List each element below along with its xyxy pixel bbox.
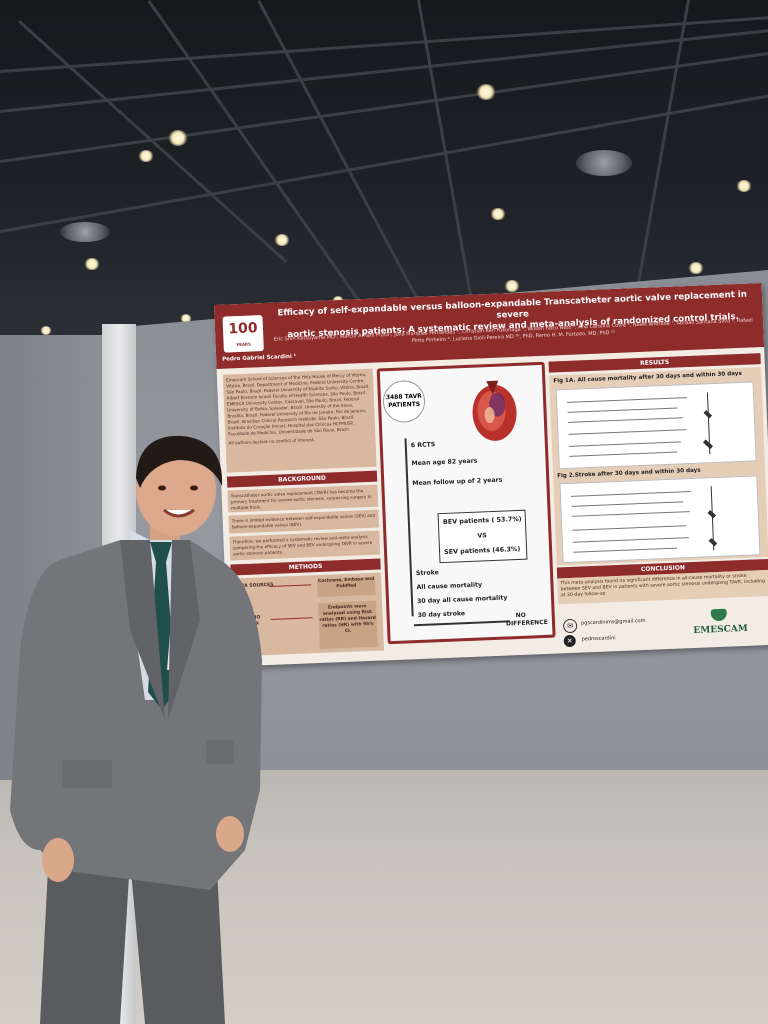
forest-row (571, 501, 684, 507)
fig2-forest-plot (559, 475, 761, 564)
sev-text: SEV patients (46.3%) (443, 544, 521, 556)
results-box: Fig 1A. All cause mortality after 30 day… (549, 367, 768, 566)
forest-row (568, 429, 687, 435)
logo-number: 100 (228, 320, 258, 338)
forest-row (569, 451, 678, 457)
ceiling (0, 0, 768, 345)
ceiling-light (40, 326, 52, 335)
bev-sev-box: BEV patients ( 53.7%) VS SEV patients (4… (437, 509, 528, 564)
forest-row (572, 525, 687, 531)
ceiling-vent (60, 222, 110, 242)
x-social-icon: ✕ (563, 634, 577, 648)
ceiling-light (138, 150, 154, 162)
bev-text: BEV patients ( 53.7%) (442, 514, 522, 526)
patients-label: PATIENTS (388, 400, 421, 410)
results-column: RESULTS Fig 1A. All cause mortality afte… (548, 353, 768, 581)
arrow-line (413, 620, 510, 626)
forest-row (573, 547, 678, 553)
emescam-crest (710, 608, 728, 622)
ceiling-vent (576, 150, 632, 176)
forest-row (567, 397, 688, 403)
forest-row (567, 417, 683, 423)
forest-diamond (702, 439, 714, 450)
rcts-text: 6 RCTS (410, 441, 436, 450)
patients-count: 3488 TAVR (385, 392, 422, 402)
thirty-day-mortality-text: 30 day all cause mortality (416, 594, 508, 606)
heart-illustration (472, 380, 517, 441)
stroke-text: Stroke (415, 569, 439, 578)
research-poster: 100 YEARS Efficacy of self-expandable ve… (214, 283, 768, 667)
email-icon: ✉ (562, 618, 578, 634)
follow-up-text: Mean follow up of 2 years (412, 476, 503, 488)
all-cause-text: All cause mortality (416, 581, 483, 592)
ceiling-light (168, 130, 188, 146)
logo-text: YEARS (236, 341, 252, 348)
emescam-logo-text: EMESCAM (693, 623, 748, 637)
forest-diamond (708, 537, 718, 547)
mean-age-text: Mean age 82 years (411, 457, 478, 468)
handle-text: pedroscardini (581, 635, 616, 643)
forest-diamond (703, 410, 713, 419)
vs-text: VS (477, 532, 487, 540)
forest-diamond (707, 510, 717, 519)
anniversary-logo: 100 YEARS (222, 315, 264, 353)
conclusion-section: CONCLUSION This meta-analysis found no s… (556, 558, 768, 605)
ceiling-light (490, 208, 506, 220)
thirty-day-stroke-text: 30 day stroke (417, 610, 466, 620)
affiliations-text: Emescam School of Sciences of the Holy H… (225, 371, 370, 437)
no-difference-line-2: DIFFERENCE (505, 618, 548, 628)
fig1-forest-plot (555, 381, 757, 470)
forest-row (571, 511, 690, 517)
methods-sources: Cochrane, Embase and PubMed (317, 576, 376, 598)
ceiling-light (274, 234, 290, 246)
no-difference-line-1: NO (515, 611, 526, 620)
ceiling-light (84, 258, 100, 270)
email-text: pgscardinims@gmail.com (580, 617, 646, 627)
ceiling-light (688, 262, 704, 274)
ceiling-light (736, 180, 752, 192)
presenter-person (10, 435, 262, 1024)
ceiling-light (476, 84, 496, 100)
ceiling-light (504, 280, 520, 292)
forest-row (568, 441, 681, 447)
methods-r: Endpoints were analyzed using Risk ratio… (318, 600, 378, 650)
forest-row (567, 407, 678, 413)
forest-row (572, 537, 689, 543)
patients-circle: 3488 TAVR PATIENTS (382, 379, 426, 424)
ceiling-light (180, 314, 192, 323)
forest-row (570, 491, 691, 497)
poster-summary-panel: 3488 TAVR PATIENTS 6 RCTS Mean age 82 ye… (376, 361, 556, 645)
